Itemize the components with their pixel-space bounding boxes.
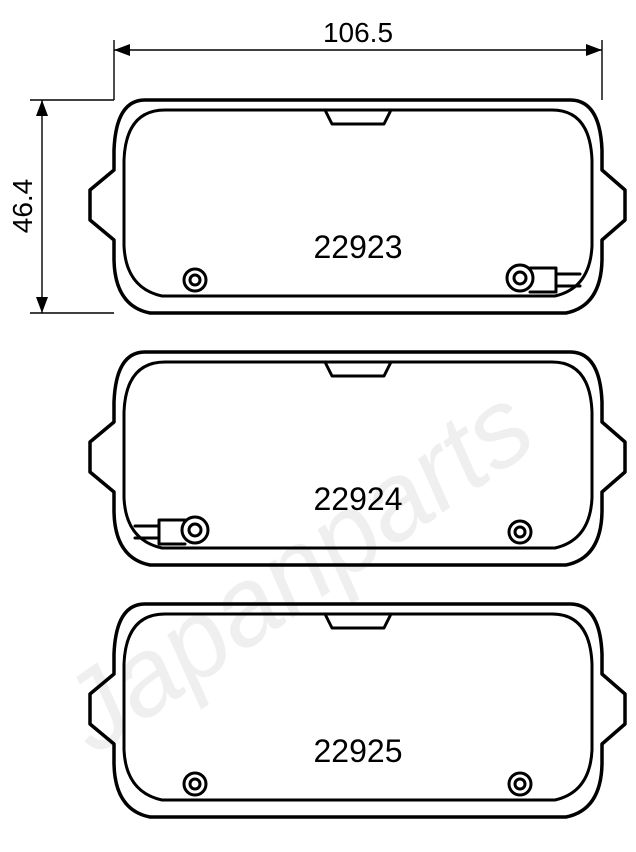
part-number-2: 22924	[314, 481, 403, 517]
dimension-height: 46.4	[7, 100, 114, 313]
dimension-width: 106.5	[114, 17, 602, 100]
part-number-1: 22923	[314, 229, 403, 265]
part-number-3: 22925	[314, 733, 403, 769]
dimension-width-label: 106.5	[323, 17, 393, 48]
watermark-text: Japanparts	[37, 363, 554, 777]
brake-pad-1: 22923	[90, 100, 625, 313]
brake-pad-diagram: Japanparts 106.5 46.4	[0, 0, 636, 852]
dimension-height-label: 46.4	[7, 179, 38, 234]
